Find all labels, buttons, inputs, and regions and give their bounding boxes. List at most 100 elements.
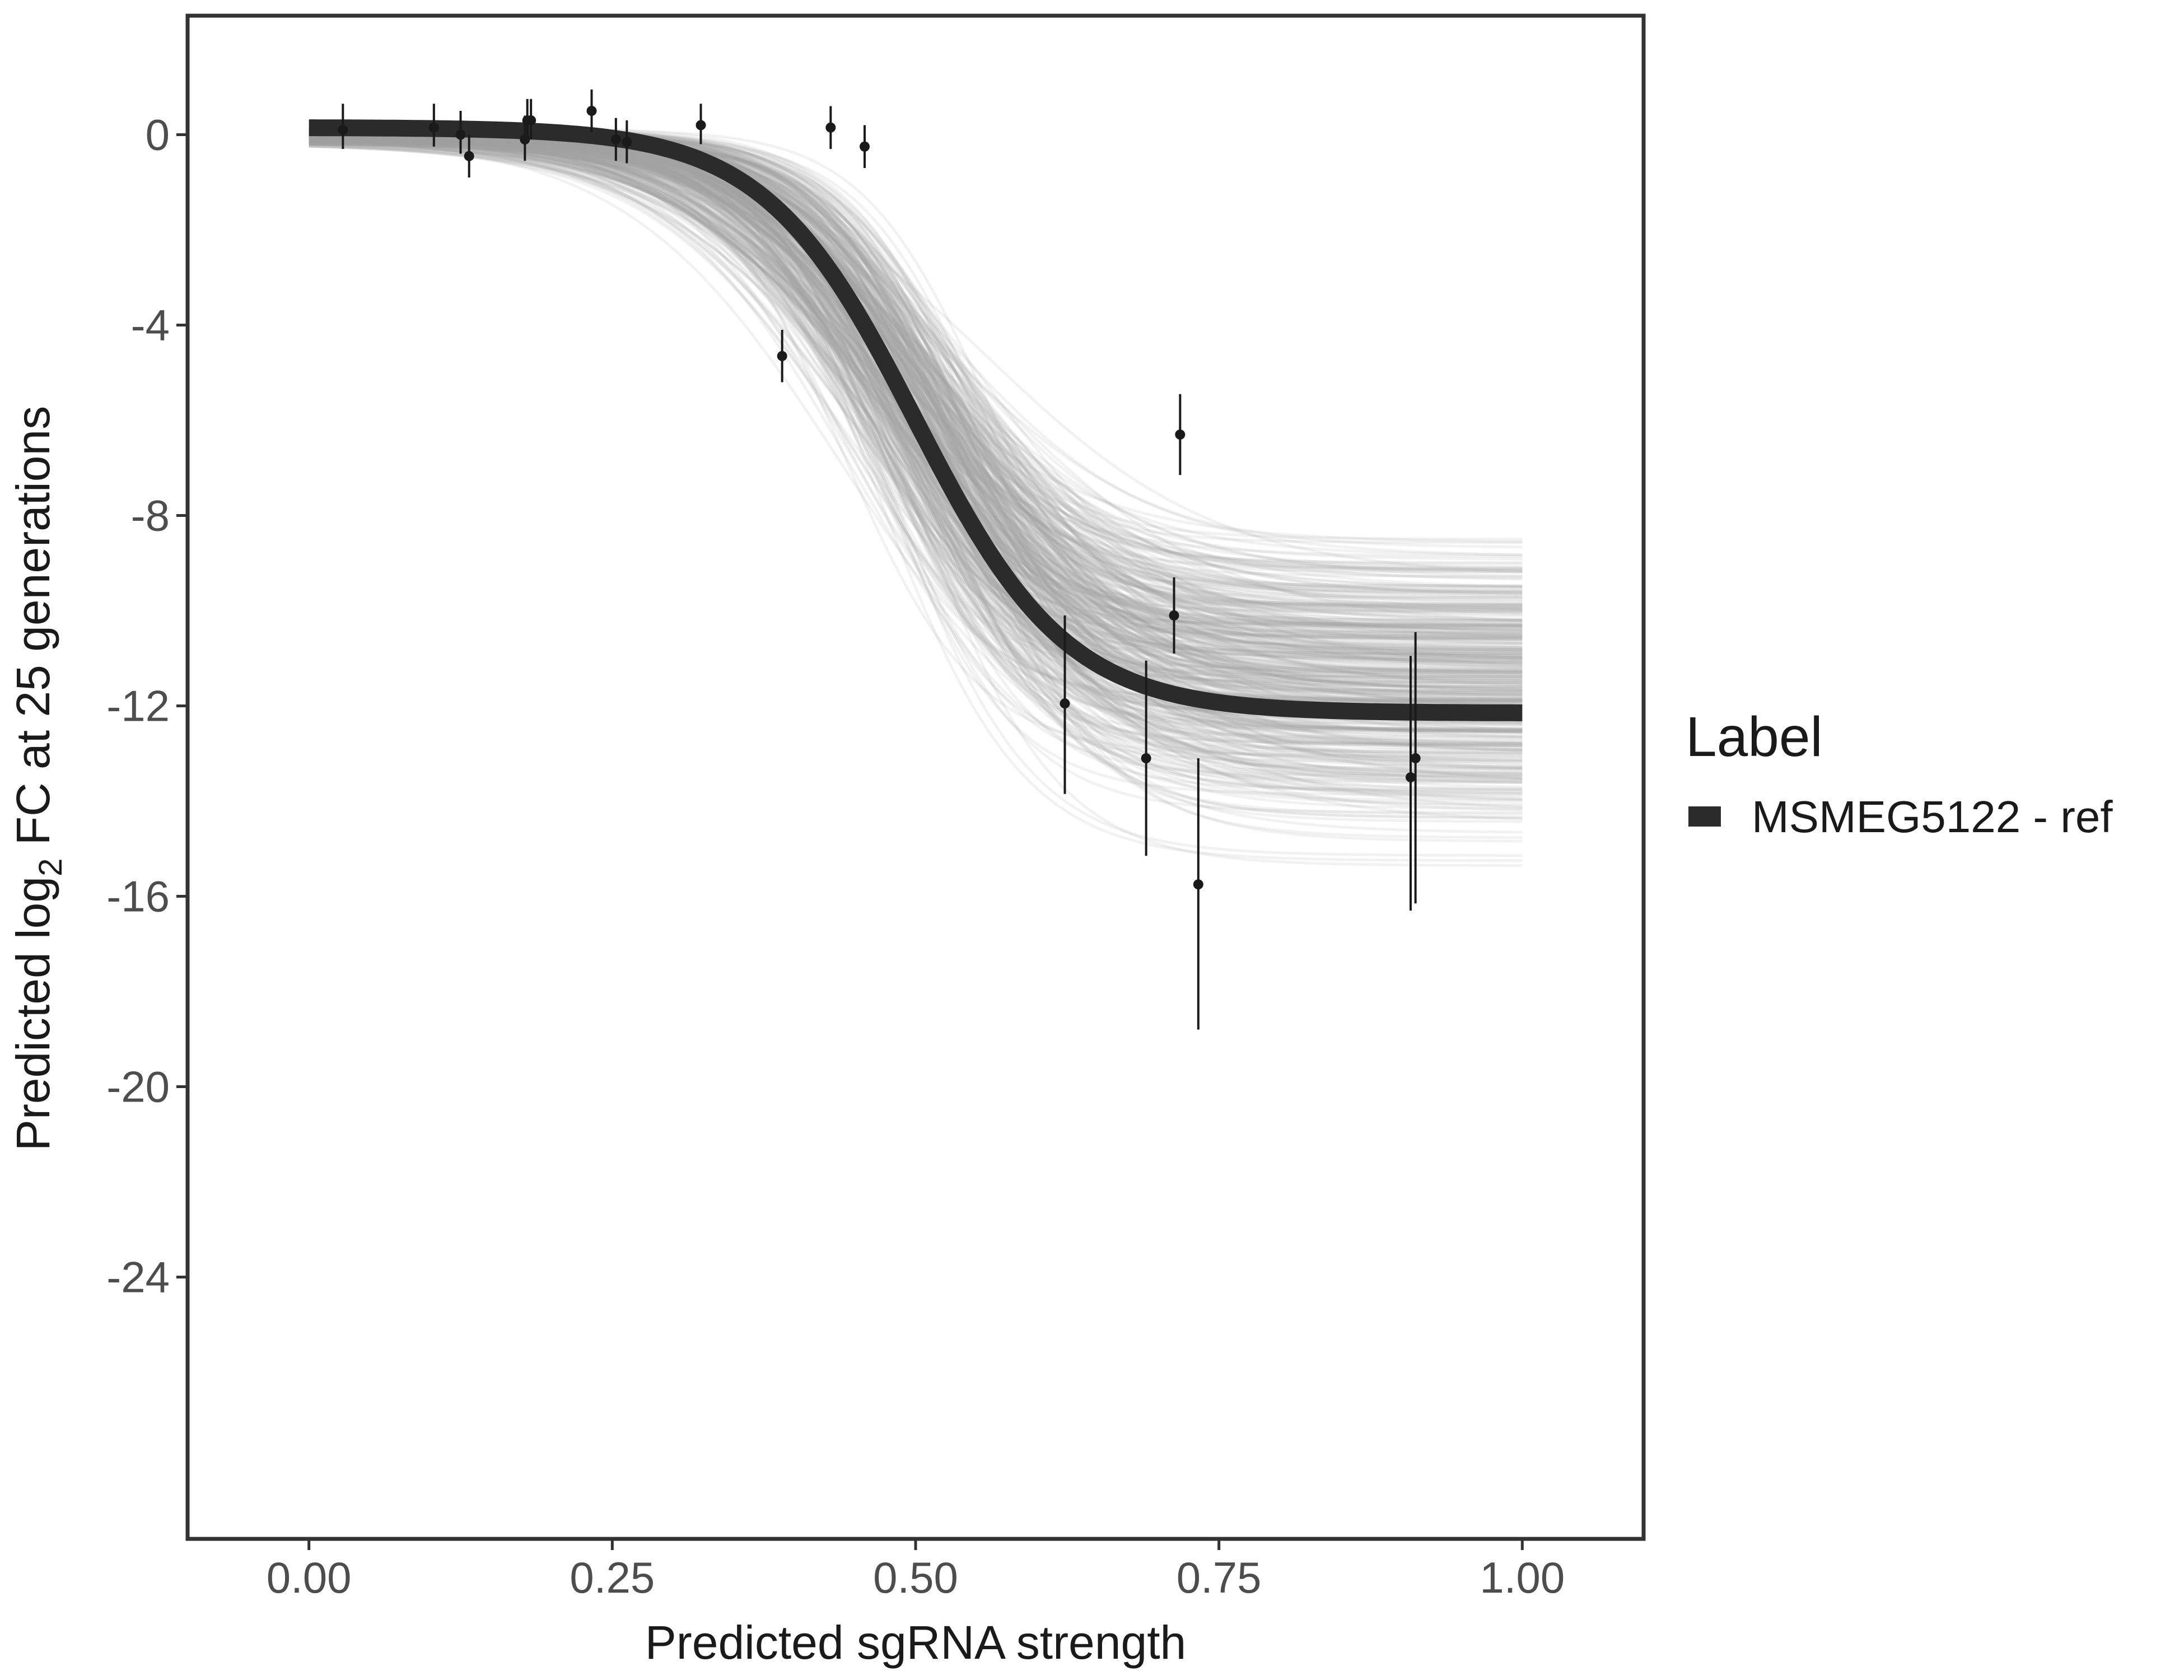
posterior-draw-line xyxy=(309,137,1523,777)
posterior-draw-line xyxy=(309,135,1523,693)
posterior-draw-line xyxy=(309,140,1523,867)
posterior-draw-line xyxy=(309,139,1523,697)
posterior-draw-line xyxy=(309,137,1523,669)
posterior-draw-line xyxy=(309,143,1523,703)
data-point-group xyxy=(338,104,348,149)
posterior-draw-line xyxy=(309,132,1523,636)
posterior-draw-line xyxy=(309,141,1523,662)
legend-entry-label: MSMEG5122 - ref xyxy=(1752,792,2113,842)
posterior-draw-line xyxy=(309,137,1523,745)
posterior-draw-line xyxy=(309,139,1523,676)
posterior-draw-line xyxy=(309,139,1523,684)
posterior-draw-line xyxy=(309,136,1523,631)
posterior-draw-line xyxy=(309,134,1523,703)
posterior-draw-line xyxy=(309,140,1523,641)
data-point-group xyxy=(777,330,787,382)
posterior-draw-line xyxy=(309,132,1523,659)
posterior-draw-line xyxy=(309,139,1523,801)
posterior-draw-line xyxy=(309,142,1523,675)
posterior-draw-line xyxy=(309,134,1523,694)
posterior-draw-line xyxy=(309,137,1523,615)
posterior-draw-line xyxy=(309,132,1523,572)
posterior-draw-line xyxy=(309,142,1523,568)
posterior-draw-line xyxy=(309,139,1523,637)
posterior-draw-line xyxy=(309,132,1523,664)
data-point-group xyxy=(696,104,706,144)
posterior-draw-line xyxy=(309,136,1523,734)
posterior-draw-line xyxy=(309,133,1523,734)
data-point-group xyxy=(825,106,836,149)
posterior-draw-line xyxy=(309,136,1523,769)
data-point-group xyxy=(1060,615,1070,794)
posterior-draw-line xyxy=(309,141,1523,622)
x-tick-label: 0.50 xyxy=(873,1553,958,1602)
posterior-draw-line xyxy=(309,129,1523,667)
fitted-curve-line xyxy=(305,119,1526,721)
posterior-draw-line xyxy=(309,139,1523,661)
posterior-draw-line xyxy=(309,138,1523,627)
posterior-draw-line xyxy=(309,138,1523,684)
posterior-draw-line xyxy=(309,141,1523,710)
data-point xyxy=(1406,772,1416,782)
data-point-group xyxy=(586,89,597,133)
y-tick-label: -24 xyxy=(106,1253,170,1302)
x-tick-label: 0.25 xyxy=(570,1553,655,1602)
posterior-draw-line xyxy=(309,144,1523,581)
posterior-draw-line xyxy=(309,135,1523,702)
posterior-draw-line xyxy=(309,142,1523,694)
posterior-draw-line xyxy=(309,138,1523,765)
posterior-draw-line xyxy=(309,135,1523,612)
posterior-draw-line xyxy=(309,129,1523,640)
posterior-draw-line xyxy=(309,139,1523,674)
posterior-draw-line xyxy=(309,137,1523,746)
posterior-draw-line xyxy=(309,139,1523,580)
posterior-draw-line xyxy=(309,139,1523,745)
posterior-draw-line xyxy=(309,136,1523,655)
posterior-draw-line xyxy=(309,139,1523,605)
posterior-draw-line xyxy=(309,139,1523,778)
posterior-draw-line xyxy=(309,139,1523,687)
data-point xyxy=(1141,753,1151,763)
posterior-draw-line xyxy=(309,138,1523,704)
posterior-draw-line xyxy=(309,140,1523,541)
posterior-draw-line xyxy=(309,141,1523,635)
posterior-draw-line xyxy=(309,140,1523,670)
posterior-draw-line xyxy=(309,138,1523,578)
posterior-draw-line xyxy=(309,139,1523,784)
data-point xyxy=(825,122,836,133)
posterior-draw-line xyxy=(309,139,1523,689)
data-point xyxy=(1175,430,1186,440)
posterior-draw-line xyxy=(309,137,1523,680)
posterior-draw-line xyxy=(309,141,1523,646)
posterior-draw-line xyxy=(309,144,1523,638)
posterior-draw-line xyxy=(309,143,1523,821)
x-axis: 0.00 0.25 0.50 0.75 1.00 xyxy=(267,1539,1565,1602)
posterior-draw-line xyxy=(309,129,1523,627)
posterior-draw-line xyxy=(309,143,1523,780)
posterior-draw-line xyxy=(309,137,1523,752)
posterior-draw-line xyxy=(309,136,1523,688)
posterior-draw-line xyxy=(309,138,1523,798)
posterior-draw-line xyxy=(309,139,1523,707)
posterior-draw-line xyxy=(309,135,1523,679)
y-tick-label: -4 xyxy=(131,301,170,350)
posterior-draw-line xyxy=(309,134,1523,641)
posterior-draw-line xyxy=(309,142,1523,745)
posterior-draw-line xyxy=(309,142,1523,801)
posterior-draw-line xyxy=(309,142,1523,806)
posterior-draw-line xyxy=(309,138,1523,665)
posterior-draw-line xyxy=(309,136,1523,768)
posterior-draw-line xyxy=(309,130,1523,588)
posterior-draw-line xyxy=(309,142,1523,573)
posterior-draw-line xyxy=(309,132,1523,606)
data-point xyxy=(428,122,439,133)
data-point xyxy=(338,125,348,135)
x-tick-label: 0.75 xyxy=(1177,1553,1262,1602)
legend-title: Label xyxy=(1686,706,1823,768)
posterior-draw-line xyxy=(309,139,1523,767)
posterior-draw-line xyxy=(309,139,1523,622)
posterior-draw-line xyxy=(309,137,1523,633)
posterior-draw-line xyxy=(309,142,1523,696)
posterior-draw-line xyxy=(309,142,1523,701)
data-point xyxy=(696,120,706,130)
